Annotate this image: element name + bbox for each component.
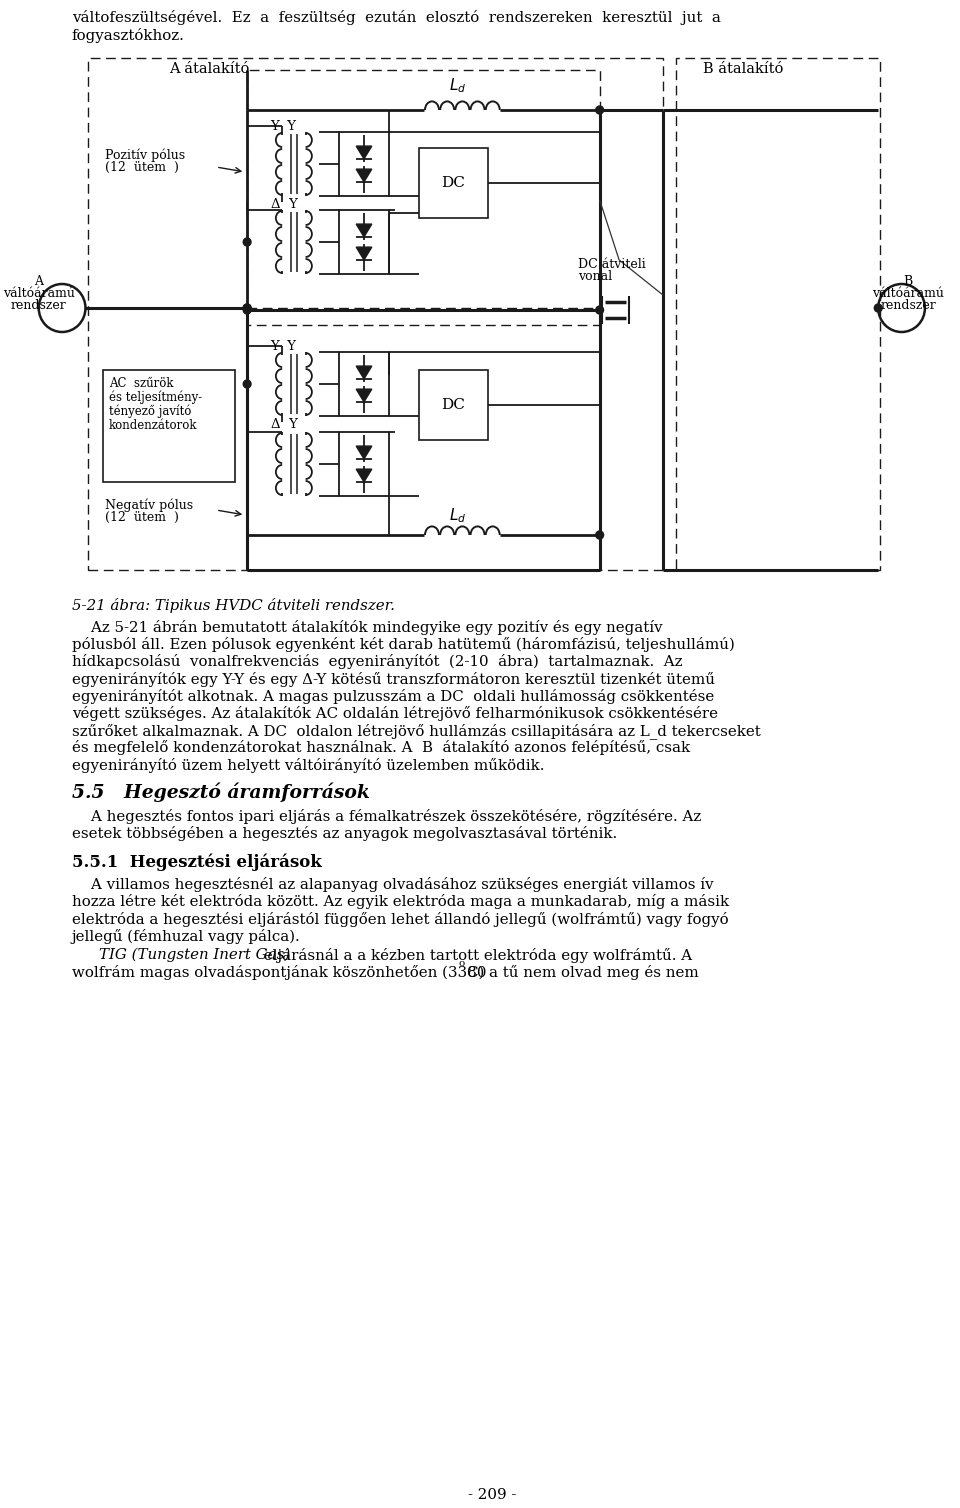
Text: esetek többségében a hegesztés az anyagok megolvasztasával történik.: esetek többségében a hegesztés az anyago… [72,826,617,841]
Text: egyenirányító üzem helyett váltóirányító üzelemben működik.: egyenirányító üzem helyett váltóirányító… [72,757,544,772]
Text: DC: DC [441,398,465,412]
Text: végett szükséges. Az átalakítók AC oldalán létrejövő felharmónikusok csökkentésé: végett szükséges. Az átalakítók AC oldal… [72,706,718,721]
Text: jellegű (fémhuzal vagy pálca).: jellegű (fémhuzal vagy pálca). [72,929,300,944]
Text: TIG (Tungsten Inert Gas): TIG (Tungsten Inert Gas) [99,949,290,962]
Polygon shape [356,169,372,182]
Circle shape [596,531,604,538]
Text: Y  Y: Y Y [271,339,297,353]
Text: fogyasztókhoz.: fogyasztókhoz. [72,29,184,44]
Text: wolfrám magas olvadáspontjának köszönhetően (3380: wolfrám magas olvadáspontjának köszönhet… [72,965,487,980]
Circle shape [596,106,604,115]
Text: egyenirányítók egy Y-Y és egy Δ-Y kötésű transzformátoron keresztül tizenkét üte: egyenirányítók egy Y-Y és egy Δ-Y kötésű… [72,671,715,686]
Bar [419,369,488,440]
Polygon shape [356,446,372,458]
Text: váltóáramú: váltóáramú [3,287,75,300]
Text: Δ  Y: Δ Y [271,198,298,211]
Text: $L_d$: $L_d$ [449,75,467,95]
Text: o: o [459,959,465,968]
Circle shape [596,306,604,314]
Text: rendszer: rendszer [11,299,66,312]
Text: A átalakító: A átalakító [169,62,250,75]
Bar [339,210,390,274]
Text: kondenzátorok: kondenzátorok [108,419,198,431]
Text: B átalakító: B átalakító [703,62,783,75]
Circle shape [875,305,882,312]
Text: - 209 -: - 209 - [468,1488,516,1502]
Text: és megfelelő kondenzátorokat használnak. A  B  átalakító azonos felépítésű, csak: és megfelelő kondenzátorokat használnak.… [72,740,690,756]
Text: eljárásnál a a kézben tartott elektróda egy wolfrámtű. A: eljárásnál a a kézben tartott elektróda … [259,949,692,964]
Bar [339,133,390,196]
Circle shape [243,380,251,388]
Polygon shape [356,366,372,379]
Polygon shape [356,225,372,237]
Circle shape [243,238,251,246]
Text: egyenirányítót alkotnak. A magas pulzusszám a DC  oldali hullámosság csökkentése: egyenirányítót alkotnak. A magas pulzuss… [72,689,714,704]
Text: váltofeszültségével.  Ez  a  feszültség  ezután  elosztó  rendszereken  keresztü: váltofeszültségével. Ez a feszültség ezu… [72,11,721,26]
Bar [247,326,600,570]
Bar [676,57,880,570]
Text: (12  ütem  ): (12 ütem ) [105,161,179,173]
Text: AC  szűrök: AC szűrök [108,377,174,391]
Bar [88,57,663,570]
Circle shape [243,305,251,312]
Text: szűrőket alkalmaznak. A DC  oldalon létrejövő hullámzás csillapitására az L_d te: szűrőket alkalmaznak. A DC oldalon létre… [72,724,760,739]
Text: és teljesítmény-: és teljesítmény- [108,391,203,404]
Text: $L_d$: $L_d$ [449,507,467,525]
Text: tényező javító: tényező javító [108,406,191,419]
Text: hozza létre két elektróda között. Az egyik elektróda maga a munkadarab, míg a má: hozza létre két elektróda között. Az egy… [72,894,729,909]
Circle shape [243,305,251,312]
Text: B: B [903,274,913,288]
Text: váltóáramú: váltóáramú [873,287,945,300]
Bar [247,69,600,308]
Text: pólusból áll. Ezen pólusok egyenként két darab hatütemű (háromfázisú, teljeshull: pólusból áll. Ezen pólusok egyenként két… [72,638,734,651]
Polygon shape [356,146,372,158]
Text: DC átviteli: DC átviteli [578,258,646,271]
Text: hídkapcsolású  vonalfrekvenciás  egyenirányítót  (2-10  ábra)  tartalmaznak.  Az: hídkapcsolású vonalfrekvenciás egyenirán… [72,654,683,670]
Text: (12  ütem  ): (12 ütem ) [105,511,179,523]
Polygon shape [356,389,372,403]
Text: A villamos hegesztésnél az alapanyag olvadásához szükséges energiát villamos ív: A villamos hegesztésnél az alapanyag olv… [72,878,713,893]
Text: A hegesztés fontos ipari eljárás a fémalkatrészek összekötésére, rögzítésére. Az: A hegesztés fontos ipari eljárás a fémal… [72,808,701,823]
Text: Negatív pólus: Negatív pólus [105,498,193,511]
Circle shape [243,306,251,314]
Bar [103,369,235,483]
Text: 5-21 ábra: Tipikus HVDC átviteli rendszer.: 5-21 ábra: Tipikus HVDC átviteli rendsze… [72,599,395,612]
Text: Az 5-21 ábrán bemutatott átalakítók mindegyike egy pozitív és egy negatív: Az 5-21 ábrán bemutatott átalakítók mind… [72,620,662,635]
Text: 5.5.1  Hegesztési eljárások: 5.5.1 Hegesztési eljárások [72,854,322,870]
Text: C) a tű nem olvad meg és nem: C) a tű nem olvad meg és nem [468,965,699,980]
Text: Δ  Y: Δ Y [271,418,298,431]
Text: rendszer: rendszer [880,299,936,312]
Text: Pozitív pólus: Pozitív pólus [105,148,185,161]
Bar [339,431,390,496]
Bar [419,148,488,219]
Polygon shape [356,469,372,483]
Bar [339,351,390,416]
Text: 5.5   Hegesztó áramforrások: 5.5 Hegesztó áramforrások [72,783,370,802]
Text: A: A [35,274,43,288]
Text: vonal: vonal [578,270,612,284]
Text: DC: DC [441,176,465,190]
Polygon shape [356,247,372,259]
Text: elektróda a hegesztési eljárástól függően lehet állandó jellegű (wolfrámtű) vagy: elektróda a hegesztési eljárástól függőe… [72,912,729,926]
Text: Y  Y: Y Y [271,121,297,133]
